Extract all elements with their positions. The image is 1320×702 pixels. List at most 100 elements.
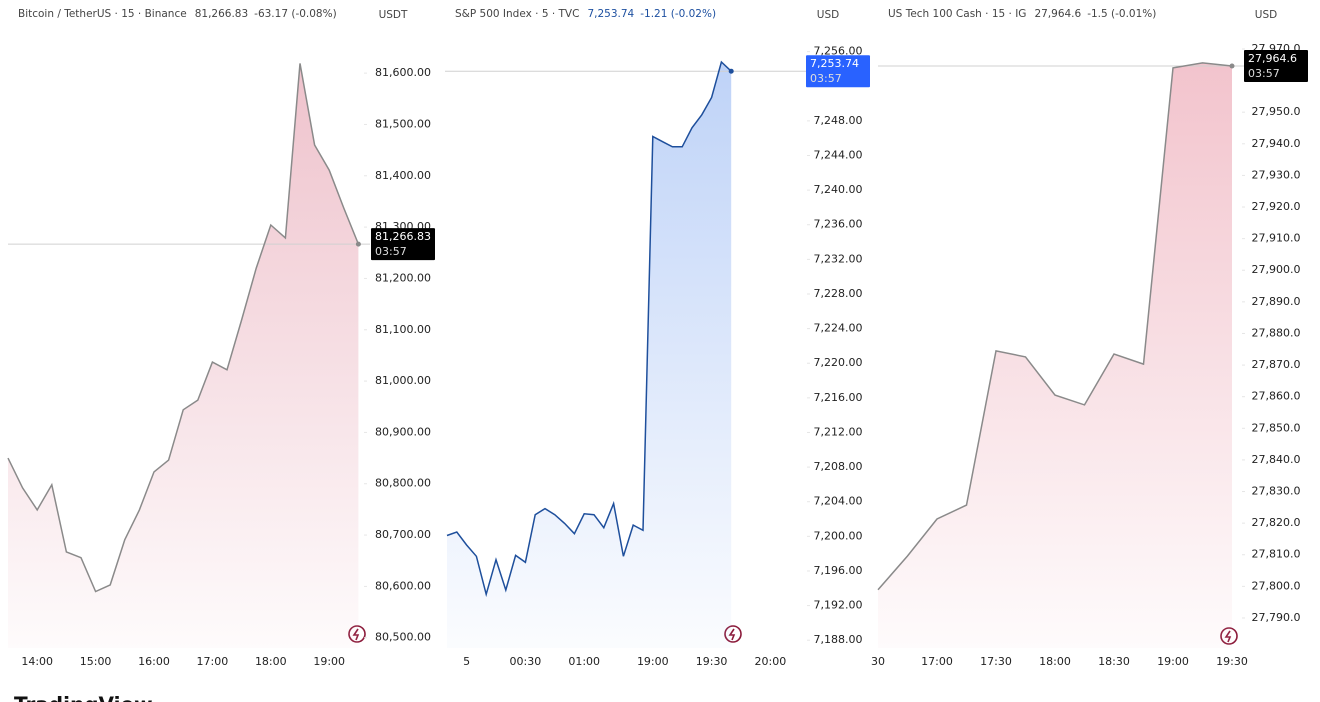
y-tick-label: 80,500.00	[375, 631, 431, 644]
price-badge-label: 81,266.83	[375, 230, 431, 243]
price-badge-label: 27,964.6	[1248, 52, 1297, 65]
area-fill	[447, 62, 732, 648]
flash-bolt	[728, 628, 736, 641]
y-tick-label: 7,192.00	[814, 599, 863, 612]
x-tick-label: 15:00	[80, 655, 112, 668]
x-tick-label: 16:00	[138, 655, 170, 668]
x-tick-label: 01:00	[568, 655, 600, 668]
y-tick-label: 7,232.00	[814, 252, 863, 265]
y-tick-label: 81,200.00	[375, 271, 431, 284]
y-tick-label: 7,200.00	[814, 529, 863, 542]
y-tick-label: 27,800.0	[1252, 579, 1301, 592]
y-tick-label: 81,500.00	[375, 117, 431, 130]
y-tick-label: 27,910.0	[1252, 232, 1301, 245]
unit-label: USDT	[379, 9, 408, 21]
y-tick-label: 7,236.00	[814, 218, 863, 231]
price-badge-timer: 03:57	[375, 245, 407, 258]
last-point	[1229, 63, 1235, 69]
y-tick-label: 27,810.0	[1252, 548, 1301, 561]
y-tick-label: 7,188.00	[814, 633, 863, 646]
y-tick-label: 27,900.0	[1252, 263, 1301, 276]
y-tick-label: 80,900.00	[375, 425, 431, 438]
y-tick-label: 81,000.00	[375, 374, 431, 387]
x-tick-label: 18:00	[255, 655, 287, 668]
y-tick-label: 7,244.00	[814, 149, 863, 162]
last-price: 81,266.83	[195, 8, 248, 20]
y-tick-label: 27,790.0	[1252, 611, 1301, 624]
y-tick-label: 27,820.0	[1252, 516, 1301, 529]
x-tick-label: 20:00	[755, 655, 787, 668]
price-badge-label: 7,253.74	[810, 57, 859, 70]
x-tick-label: 17:00	[197, 655, 229, 668]
y-tick-label: 27,830.0	[1252, 485, 1301, 498]
y-tick-label: 7,248.00	[814, 114, 863, 127]
y-tick-label: 27,950.0	[1252, 105, 1301, 118]
x-tick-label: 17:00	[921, 655, 953, 668]
x-tick-label: 19:00	[1157, 655, 1189, 668]
y-tick-label: 27,860.0	[1252, 390, 1301, 403]
x-tick-label: 19:30	[696, 655, 728, 668]
area-fill	[878, 62, 1232, 648]
y-tick-label: 27,890.0	[1252, 295, 1301, 308]
y-tick-label: 7,216.00	[814, 391, 863, 404]
last-point	[728, 68, 734, 74]
price-badge	[806, 55, 870, 88]
x-tick-label: 18:30	[1098, 655, 1130, 668]
last-price: 27,964.6	[1034, 8, 1081, 20]
y-tick-label: 27,850.0	[1252, 421, 1301, 434]
chart-header: US Tech 100 Cash · 15 · IG 27,964.6 -1.5 (…	[888, 8, 1156, 20]
x-tick-label: 17:30	[980, 655, 1012, 668]
x-tick-label: 00:30	[510, 655, 542, 668]
area-fill	[8, 63, 359, 648]
y-tick-label: 27,930.0	[1252, 168, 1301, 181]
y-tick-label: 7,228.00	[814, 287, 863, 300]
price-line-series	[877, 62, 1233, 591]
unit-label: USD	[817, 9, 839, 21]
y-tick-label: 7,196.00	[814, 564, 863, 577]
price-badge-timer: 03:57	[810, 72, 842, 85]
y-tick-label: 80,800.00	[375, 477, 431, 490]
price-change: -1.21 (-0.02%)	[640, 8, 716, 20]
y-tick-label: 80,600.00	[375, 579, 431, 592]
price-change: -63.17 (-0.08%)	[254, 8, 337, 20]
y-tick-label: 80,700.00	[375, 528, 431, 541]
x-tick-label: 5	[463, 655, 470, 668]
price-badge-timer: 03:57	[1248, 67, 1280, 80]
chart-title: Bitcoin / TetherUS · 15 · Binance	[18, 8, 187, 20]
y-tick-label: 27,940.0	[1252, 137, 1301, 150]
brand: TradingView	[14, 693, 153, 702]
price-badge	[371, 228, 435, 261]
y-tick-label: 27,880.0	[1252, 326, 1301, 339]
y-tick-label: 7,224.00	[814, 322, 863, 335]
unit-label: USD	[1255, 9, 1277, 21]
x-tick-label: 19:00	[637, 655, 669, 668]
y-tick-label: 7,220.00	[814, 356, 863, 369]
y-tick-label: 81,400.00	[375, 169, 431, 182]
y-tick-label: 7,256.00	[814, 45, 863, 58]
y-tick-label: 81,600.00	[375, 66, 431, 79]
price-line-series	[7, 63, 360, 593]
y-tick-label: 27,920.0	[1252, 200, 1301, 213]
price-badge	[1244, 50, 1308, 83]
x-tick-label: 14:00	[21, 655, 53, 668]
price-line-series	[446, 60, 732, 598]
chart-title: S&P 500 Index · 5 · TVC	[455, 8, 579, 20]
chart-header: S&P 500 Index · 5 · TVC 7,253.74 -1.21 (-0…	[455, 8, 716, 20]
x-tick-label: 19:00	[313, 655, 345, 668]
last-point	[355, 241, 361, 247]
y-tick-label: 27,840.0	[1252, 453, 1301, 466]
chart-title: US Tech 100 Cash · 15 · IG	[888, 8, 1026, 20]
x-tick-label: 18:00	[1039, 655, 1071, 668]
y-tick-label: 7,240.00	[814, 183, 863, 196]
price-change: -1.5 (-0.01%)	[1087, 8, 1156, 20]
y-tick-label: 81,100.00	[375, 323, 431, 336]
y-tick-label: 7,212.00	[814, 425, 863, 438]
last-price: 7,253.74	[587, 8, 634, 20]
chart-header: Bitcoin / TetherUS · 15 · Binance 81,266.…	[18, 8, 337, 20]
x-tick-label: 30	[871, 655, 885, 668]
y-tick-label: 7,204.00	[814, 495, 863, 508]
x-tick-label: 19:30	[1216, 655, 1248, 668]
y-tick-label: 27,870.0	[1252, 358, 1301, 371]
